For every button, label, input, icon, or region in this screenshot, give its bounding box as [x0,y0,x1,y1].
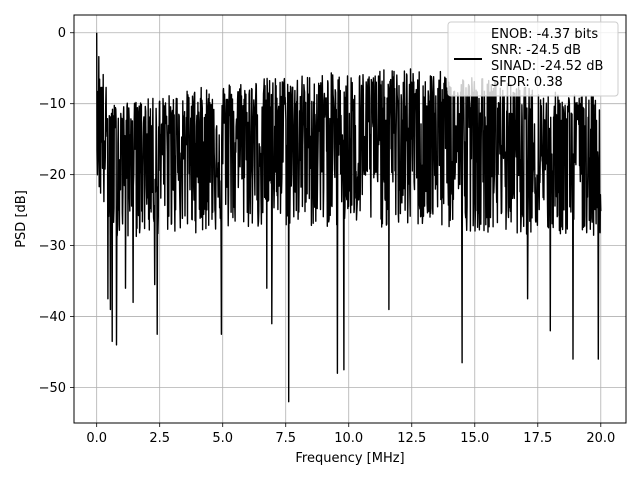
y-axis: 0 −10 −20 −30 −40 −50 [39,26,74,396]
y-tick-label: −20 [39,168,66,183]
axes-frame [73,14,627,424]
y-axis-label: PSD [dB] [14,190,29,248]
x-axis: 0.0 2.5 5.0 7.5 10.0 12.5 15.0 17.5 20.0 [86,423,615,446]
legend: ENOB: -4.37 bits SNR: -24.5 dB SINAD: -2… [447,21,619,97]
psd-line [96,32,602,403]
y-tick-label: 0 [58,26,66,41]
y-tick-label: −30 [39,239,66,254]
x-tick-label: 2.5 [149,431,170,446]
x-tick-label: 5.0 [212,431,233,446]
x-tick-label: 7.5 [275,431,296,446]
x-axis-label: Frequency [MHz] [295,451,404,466]
legend-box [447,21,619,97]
plot-area [96,32,602,403]
legend-snr: SNR: -24.5 dB [491,43,581,58]
x-tick-label: 12.5 [397,431,426,446]
legend-sinad: SINAD: -24.52 dB [491,59,603,74]
x-tick-label: 20.0 [586,431,615,446]
y-tick-label: −40 [39,310,66,325]
x-tick-label: 0.0 [86,431,107,446]
x-tick-label: 17.5 [523,431,552,446]
y-tick-label: −10 [39,97,66,112]
legend-enob: ENOB: -4.37 bits [491,27,598,42]
y-tick-label: −50 [39,381,66,396]
x-tick-label: 15.0 [460,431,489,446]
x-tick-label: 10.0 [334,431,363,446]
legend-sfdr: SFDR: 0.38 [491,75,563,90]
